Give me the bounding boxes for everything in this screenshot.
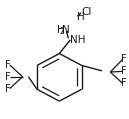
Text: F: F [121, 78, 127, 88]
Text: N: N [62, 25, 69, 35]
Text: F: F [5, 72, 10, 82]
Text: Cl: Cl [81, 7, 91, 17]
Text: 2: 2 [60, 27, 65, 36]
Text: F: F [5, 60, 10, 70]
Text: F: F [121, 66, 127, 76]
Text: F: F [121, 55, 127, 64]
Text: F: F [5, 84, 10, 94]
Text: NH: NH [70, 35, 86, 45]
Text: H: H [57, 25, 65, 35]
Text: H: H [77, 12, 84, 22]
